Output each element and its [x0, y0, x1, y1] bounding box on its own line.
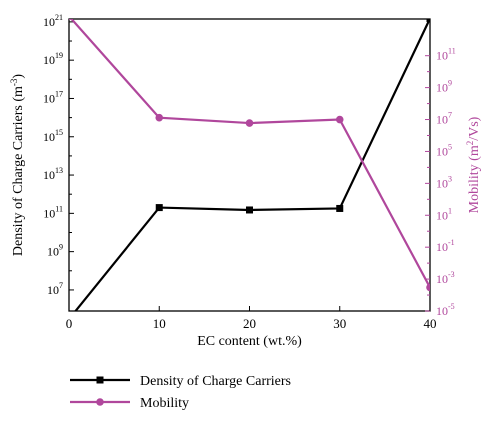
- right-tick-label: 1011: [436, 47, 456, 63]
- legend-marker-square: [96, 376, 104, 384]
- data-point-circle: [335, 115, 344, 124]
- series-line: [70, 19, 430, 288]
- right-tick-label: 109: [436, 79, 452, 95]
- series-line: [74, 19, 430, 311]
- data-point-circle: [426, 283, 430, 292]
- right-tick-label: 107: [436, 111, 452, 127]
- plot-frame: [68, 18, 431, 312]
- left-tick-label: 1017: [43, 89, 63, 105]
- x-tick-label: 40: [424, 316, 437, 331]
- right-tick-label: 105: [436, 142, 452, 158]
- right-axis-title: Mobility (m2/Vs): [465, 116, 482, 213]
- left-tick-label: 1021: [43, 13, 63, 29]
- left-tick-label: 1015: [43, 128, 63, 144]
- left-tick-label: 109: [47, 243, 63, 259]
- x-tick-label: 0: [66, 316, 73, 331]
- data-point-circle: [155, 113, 164, 122]
- right-tick-label: 103: [436, 174, 452, 190]
- plot-area: [68, 18, 431, 312]
- right-tick-label: 10-3: [436, 270, 455, 286]
- x-tick-label: 30: [333, 316, 346, 331]
- right-tick-label: 101: [436, 206, 452, 222]
- data-point-square: [336, 204, 344, 212]
- data-point-circle: [245, 119, 254, 127]
- left-axis-title: Density of Charge Carriers (m-3): [9, 74, 26, 257]
- legend-item: Mobility: [70, 396, 189, 411]
- legend-item: Density of Charge Carriers: [70, 374, 291, 389]
- right-tick-label: 10-1: [436, 238, 455, 254]
- x-axis: 0 10 20 30 40 EC content (wt.%): [66, 306, 437, 349]
- legend-label: Density of Charge Carriers: [140, 374, 291, 389]
- legend: Density of Charge Carriers Mobility: [70, 374, 291, 411]
- x-axis-title: EC content (wt.%): [197, 334, 302, 349]
- left-tick-label: 1019: [43, 51, 63, 67]
- data-point-square: [155, 204, 163, 212]
- right-y-axis: 10-5 10-3 10-1 101 103 105 107 109 1011 Mobility …: [425, 47, 482, 318]
- legend-marker-circle: [96, 398, 104, 406]
- x-tick-label: 10: [153, 316, 166, 331]
- left-tick-label: 1011: [43, 204, 63, 220]
- series-density-of-charge-carriers: [74, 19, 430, 311]
- data-point-circle: [69, 19, 72, 20]
- data-point-square: [246, 206, 253, 214]
- series-mobility: [69, 19, 430, 292]
- legend-label: Mobility: [140, 396, 189, 411]
- x-tick-label: 20: [243, 316, 256, 331]
- left-tick-label: 107: [47, 281, 63, 297]
- series-layer: [69, 19, 430, 311]
- right-tick-label: 10-5: [436, 302, 455, 318]
- data-point-square: [426, 19, 430, 23]
- left-tick-label: 1013: [43, 166, 63, 182]
- left-y-axis: 107 109 1011 1013 1015 1017 1019 1021 Density of…: [9, 13, 74, 297]
